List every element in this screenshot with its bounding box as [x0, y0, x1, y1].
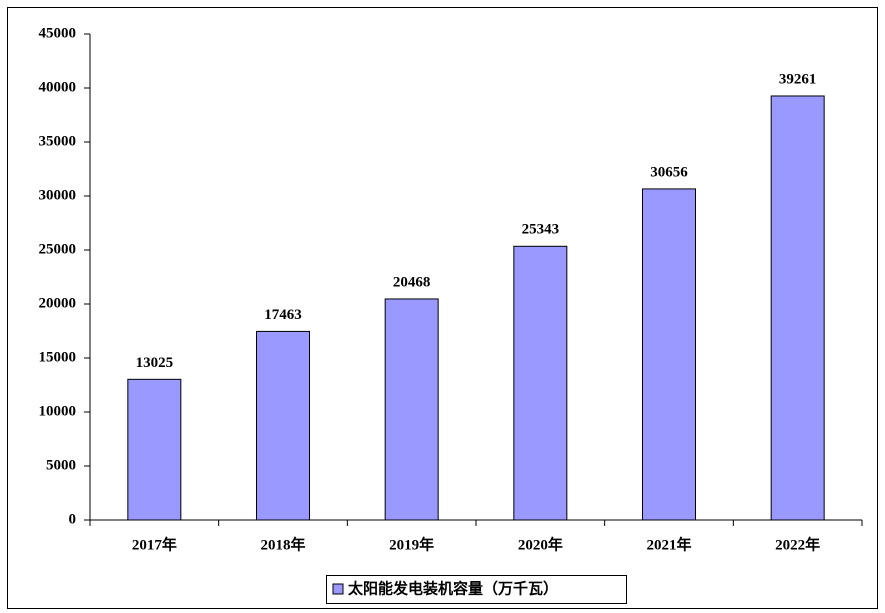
y-tick-label: 10000 [39, 403, 77, 419]
y-tick-label: 45000 [39, 25, 77, 41]
x-tick-label: 2022年 [775, 535, 820, 553]
y-tick-label: 20000 [39, 295, 77, 311]
y-tick-label: 25000 [39, 241, 77, 257]
bar [256, 330, 310, 521]
data-label: 20468 [393, 274, 431, 290]
data-label: 17463 [264, 307, 302, 323]
legend-box [326, 575, 627, 604]
legend-swatch [332, 583, 344, 595]
x-tick-label: 2018年 [260, 535, 305, 553]
x-tick-label: 2020年 [518, 535, 563, 553]
data-label: 25343 [522, 222, 560, 238]
data-label: 30656 [650, 164, 688, 180]
y-tick-label: 35000 [39, 133, 77, 149]
y-tick-label: 5000 [46, 457, 76, 473]
bar [770, 95, 825, 521]
y-tick-label: 0 [69, 511, 77, 527]
x-tick-label: 2019年 [389, 535, 434, 553]
bar [127, 378, 182, 521]
y-tick-label: 40000 [39, 79, 77, 95]
y-tick-label: 30000 [39, 187, 77, 203]
y-tick-label: 15000 [39, 349, 77, 365]
x-tick-label: 2021年 [646, 535, 691, 553]
data-label: 13025 [136, 355, 174, 371]
legend-label: 太阳能发电装机容量（万千瓦） [348, 579, 558, 597]
bar [513, 245, 568, 521]
data-label: 39261 [779, 71, 817, 87]
bar [384, 298, 439, 521]
bar [642, 188, 696, 521]
x-tick-label: 2017年 [132, 535, 177, 553]
